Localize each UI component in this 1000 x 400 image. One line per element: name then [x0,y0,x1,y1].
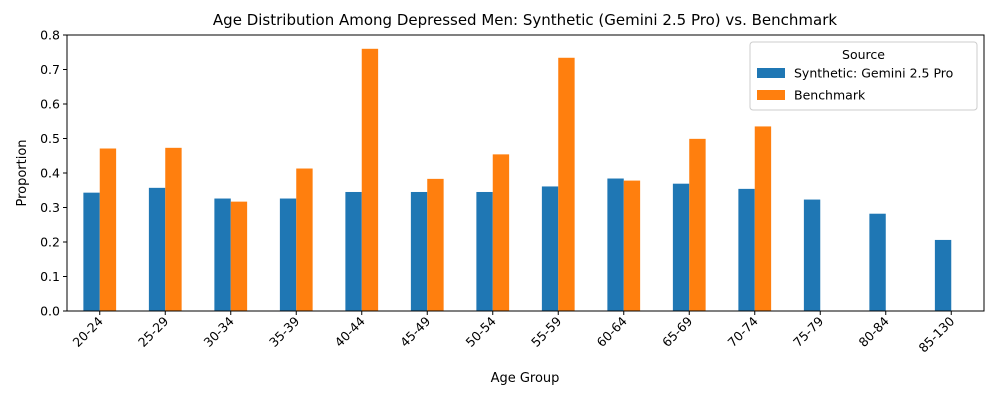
bar-synthetic-80-84 [869,213,886,311]
bar-synthetic-85-130 [934,239,952,311]
bar-synthetic-40-44 [345,191,362,311]
bar-synthetic-20-24 [83,192,100,311]
bar-benchmark-65-69 [689,138,706,311]
bar-synthetic-55-59 [541,186,559,311]
y-tick-label: 0.4 [40,166,60,181]
bar-synthetic-25-29 [148,187,166,311]
bar-benchmark-20-24 [99,148,117,311]
bar-synthetic-75-79 [803,199,821,311]
bar-benchmark-70-74 [754,126,772,312]
y-tick-label: 0.8 [40,28,60,43]
bar-benchmark-55-59 [558,57,575,311]
bar-benchmark-60-64 [623,180,641,311]
legend: Source Synthetic: Gemini 2.5 Pro Benchmark [749,41,978,111]
legend-swatch-benchmark [757,90,785,100]
legend-label-synthetic: Synthetic: Gemini 2.5 Pro [794,66,953,81]
bar-synthetic-45-49 [410,191,428,311]
y-tick-label: 0.6 [40,97,60,112]
chart-title: Age Distribution Among Depressed Men: Sy… [213,11,837,29]
y-tick-label: 0.3 [40,200,60,215]
bar-synthetic-70-74 [738,188,755,311]
bar-benchmark-45-49 [427,178,444,311]
y-tick-label: 0.0 [40,304,60,319]
bar-synthetic-50-54 [476,191,493,311]
bar-benchmark-35-39 [296,168,313,311]
bar-benchmark-40-44 [361,48,379,312]
y-tick-label: 0.7 [40,62,60,77]
y-tick-label: 0.2 [40,235,60,250]
bar-synthetic-60-64 [607,178,624,311]
y-tick-label: 0.1 [40,269,60,284]
bar-benchmark-30-34 [230,201,248,311]
bar-synthetic-30-34 [214,198,231,311]
plot-frame [66,34,985,312]
bar-benchmark-50-54 [492,154,510,311]
y-axis-label: Proportion [15,139,30,206]
legend-title: Source [842,47,885,62]
x-axis-label: Age Group [491,371,560,386]
legend-box [749,41,978,111]
y-tick-label: 0.5 [40,131,60,146]
legend-swatch-synthetic [757,68,785,78]
bar-benchmark-25-29 [165,147,182,311]
legend-label-benchmark: Benchmark [794,88,866,103]
bar-synthetic-35-39 [279,198,297,311]
bar-synthetic-65-69 [672,183,690,311]
